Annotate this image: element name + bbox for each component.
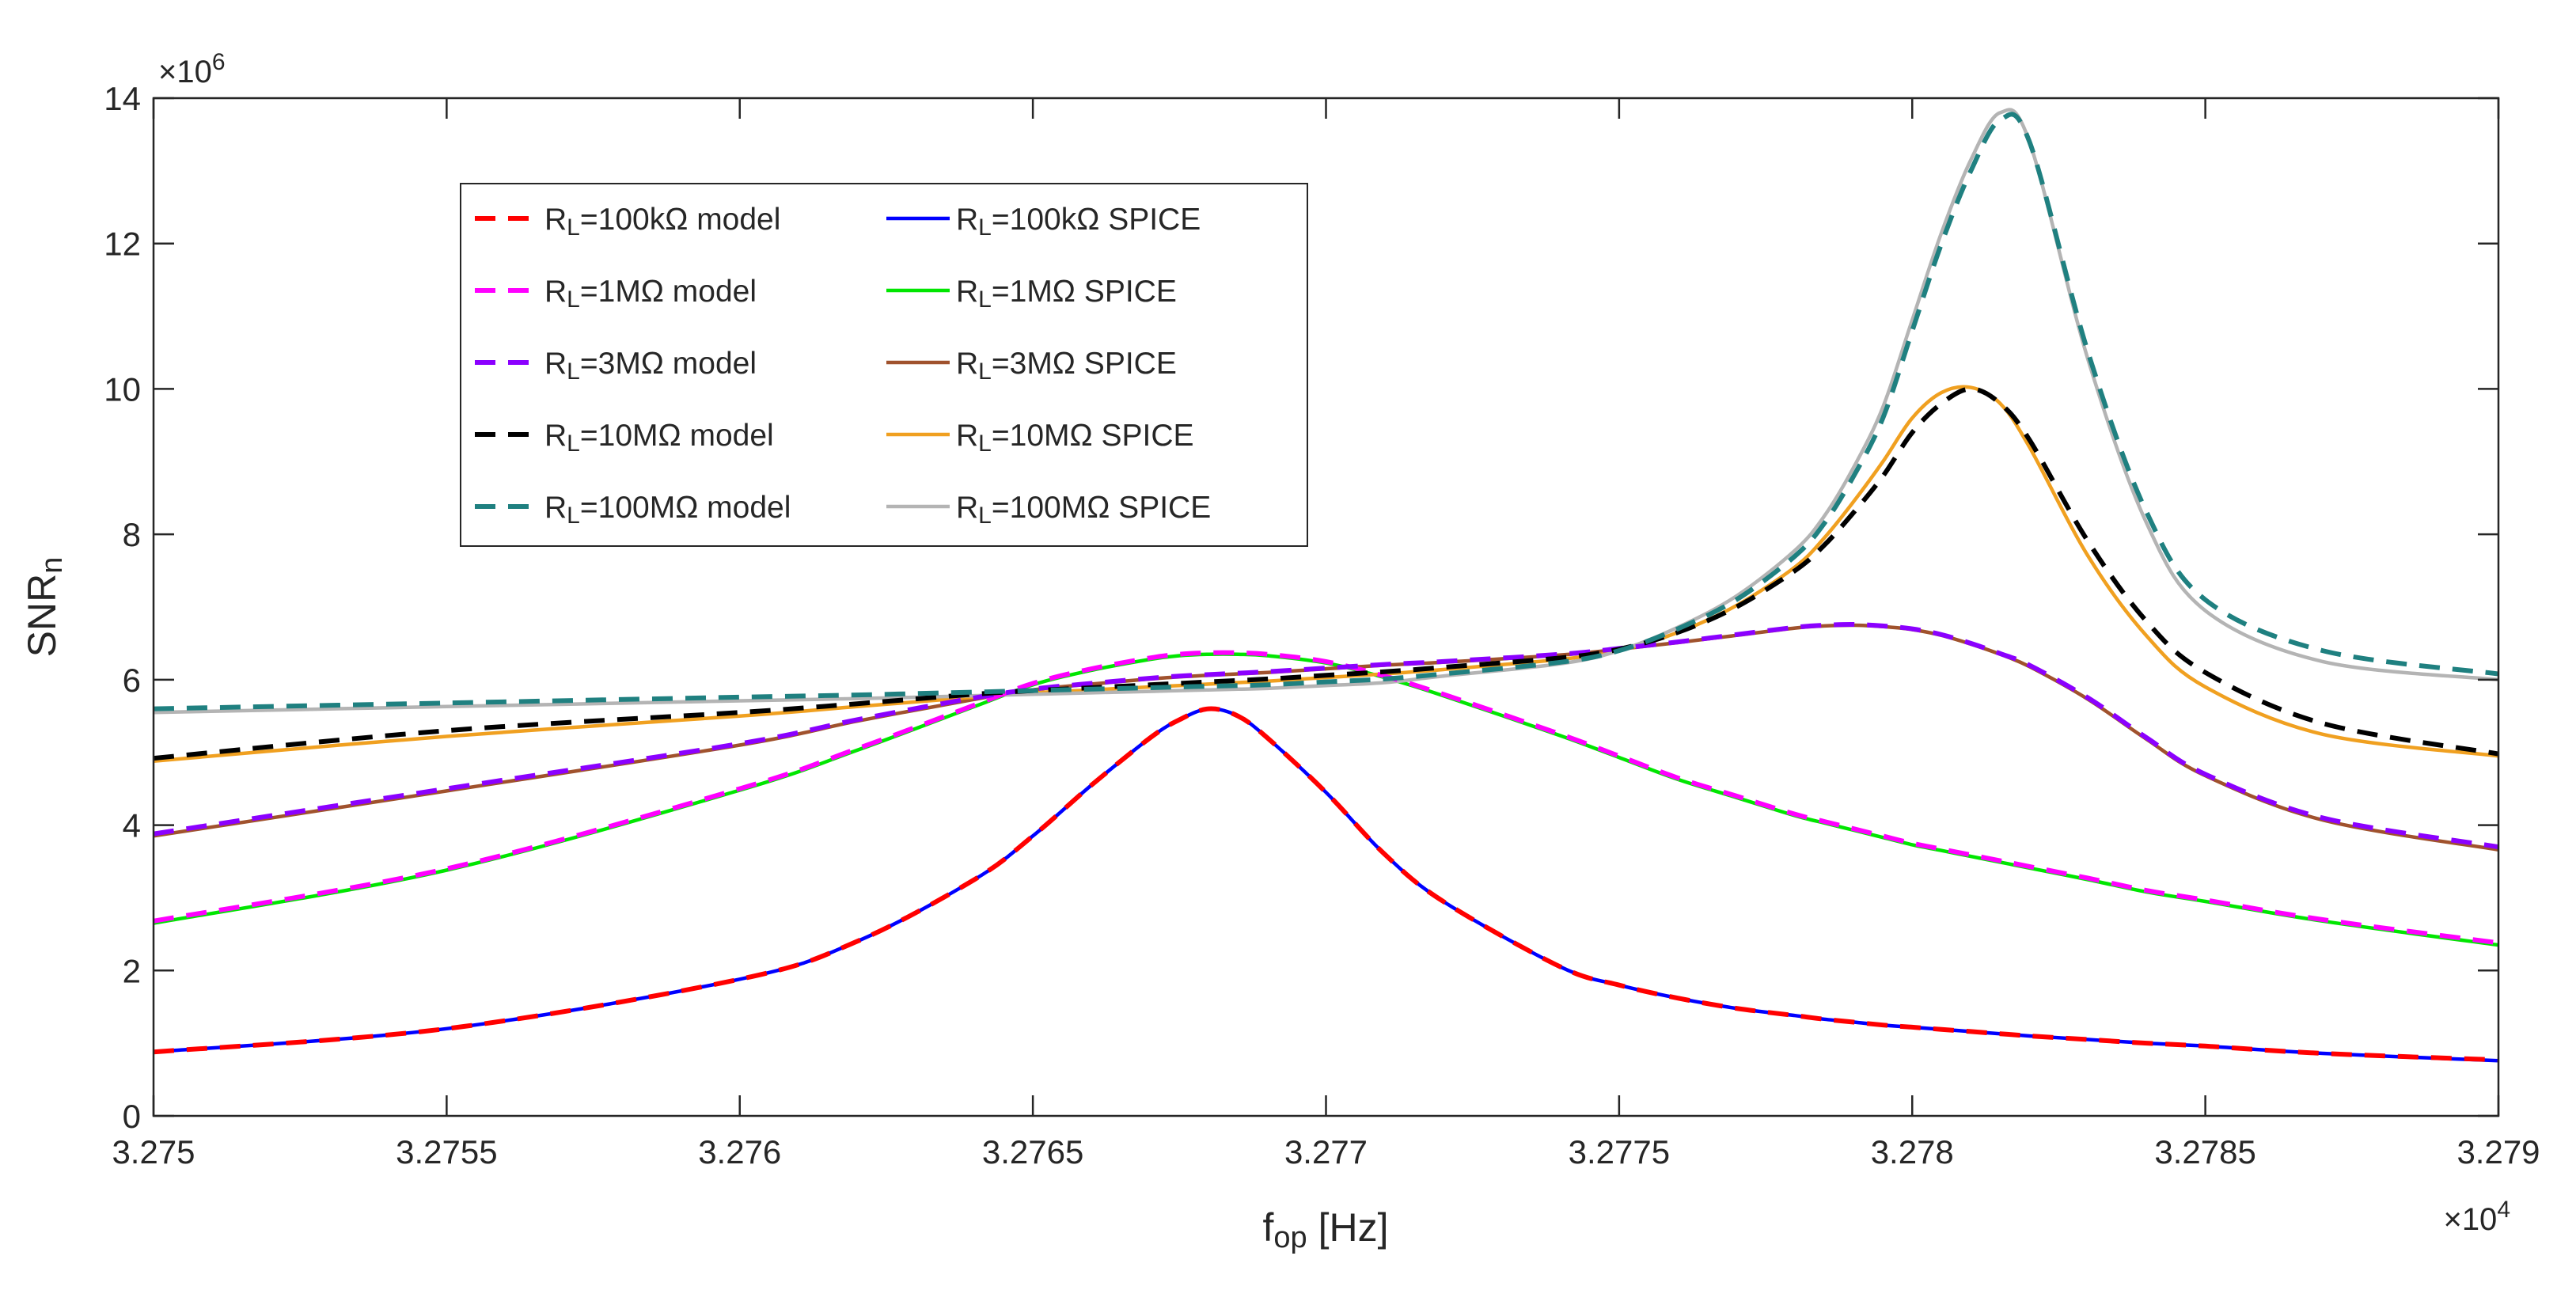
x-axis-label: fop [Hz] — [1263, 1205, 1389, 1254]
y-exponent-base: ×10 — [158, 55, 212, 89]
legend-label-10m-model: RL=10MΩ model — [544, 419, 774, 457]
y-tick-label: 2 — [123, 952, 141, 989]
y-axis-label-main: SNR — [20, 574, 64, 658]
x-exponent-base: ×10 — [2443, 1202, 2497, 1237]
legend-box — [460, 183, 1308, 547]
series-line-100k-model — [154, 706, 2498, 1063]
legend-label-1m-model: RL=1MΩ model — [544, 275, 757, 313]
y-exponent-power: 6 — [212, 49, 226, 75]
x-tick-label: 3.279 — [2456, 1133, 2540, 1170]
x-tick-label: 3.278 — [1871, 1133, 1954, 1170]
legend: RL=100kΩ model RL=1MΩ model RL=3MΩ model RL… — [460, 183, 1308, 547]
x-tick-label: 3.2785 — [2154, 1133, 2255, 1170]
ticks-layer: 3.275 3.2755 3.276 3.2765 3.277 3.2775 3.278 3.… — [104, 80, 2540, 1170]
y-tick-label: 0 — [123, 1098, 141, 1135]
series-layer — [154, 108, 2498, 1063]
legend-label-100k-spice: RL=100kΩ SPICE — [956, 203, 1201, 241]
legend-label-3m-spice: RL=3MΩ SPICE — [956, 347, 1177, 385]
x-tick-label: 3.276 — [698, 1133, 781, 1170]
x-tick-label: 3.2775 — [1569, 1133, 1670, 1170]
legend-label-1m-spice: RL=1MΩ SPICE — [956, 275, 1177, 313]
x-tick-label: 3.275 — [112, 1133, 195, 1170]
y-tick-label: 8 — [123, 516, 141, 553]
legend-label-3m-model: RL=3MΩ model — [544, 347, 757, 385]
series-line-10m-spice — [154, 385, 2498, 763]
x-tick-label: 3.277 — [1284, 1133, 1368, 1170]
y-tick-label: 12 — [104, 226, 141, 263]
x-tick-label: 3.2765 — [982, 1133, 1083, 1170]
x-exponent-label: ×104 — [2443, 1197, 2510, 1238]
x-tick-label: 3.2755 — [396, 1133, 497, 1170]
y-axis-label: SNRn — [20, 557, 69, 658]
series-line-10m-model — [154, 386, 2498, 761]
legend-label-100k-model: RL=100kΩ model — [544, 203, 780, 241]
x-axis-label-sub: op — [1273, 1221, 1307, 1254]
y-tick-label: 10 — [104, 370, 141, 408]
labels-layer: SNRn fop [Hz] ×106 ×104 — [20, 49, 2510, 1255]
series-line-3m-spice — [154, 623, 2498, 852]
y-tick-label: 6 — [123, 662, 141, 699]
x-exponent-power: 4 — [2497, 1197, 2510, 1223]
y-tick-label: 4 — [123, 807, 141, 844]
legend-label-100m-spice: RL=100MΩ SPICE — [956, 491, 1211, 529]
series-line-100m-model — [154, 112, 2498, 711]
x-axis-label-main: f — [1263, 1205, 1274, 1250]
y-exponent-label: ×106 — [158, 49, 226, 90]
y-axis-label-sub: n — [36, 557, 69, 574]
y-tick-label: 14 — [104, 80, 141, 117]
legend-label-100m-model: RL=100MΩ model — [544, 491, 791, 529]
series-line-1m-model — [154, 650, 2498, 946]
x-axis-label-rest: [Hz] — [1307, 1205, 1389, 1250]
legend-label-10m-spice: RL=10MΩ SPICE — [956, 419, 1194, 457]
